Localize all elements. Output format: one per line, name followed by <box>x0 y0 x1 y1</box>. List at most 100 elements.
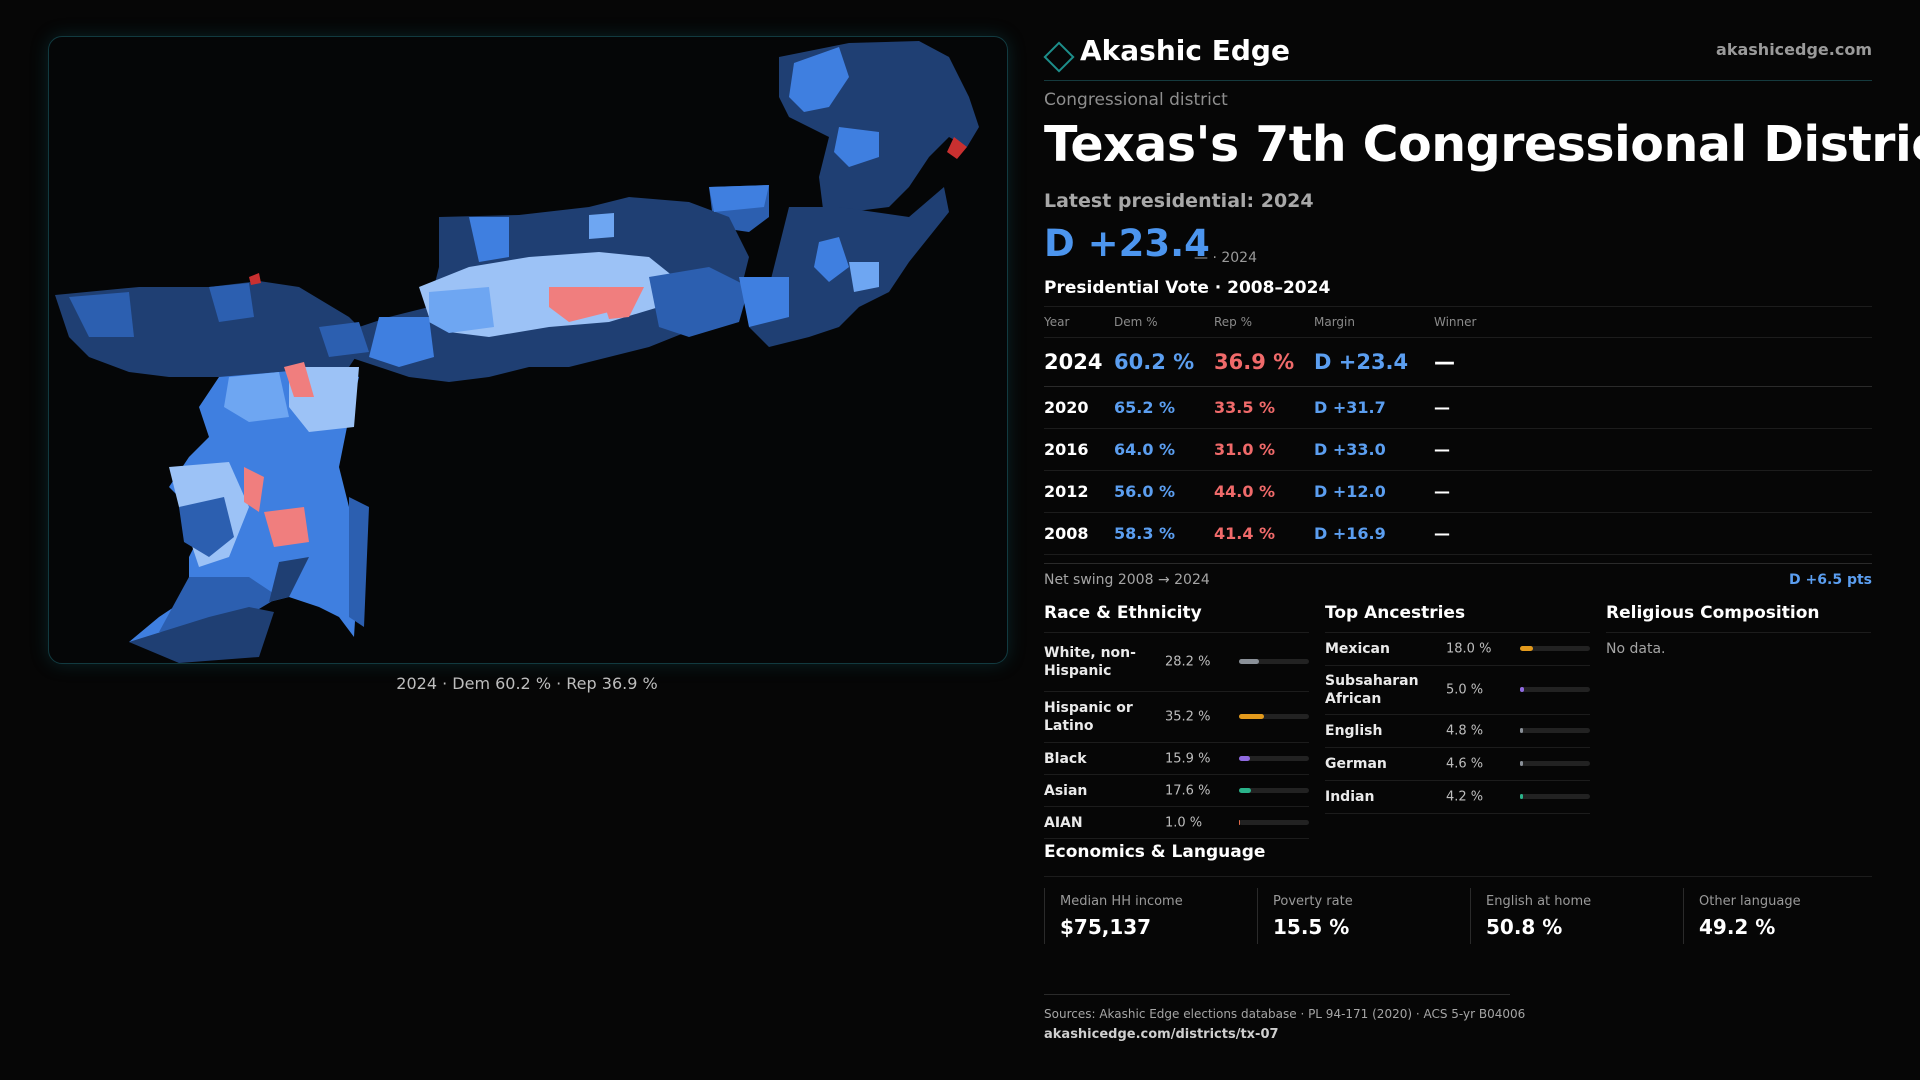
ancestry-pct: 18.0 % <box>1446 641 1492 657</box>
page-kicker: Congressional district <box>1044 90 1228 110</box>
religious-composition-section: Religious Composition No data. <box>1606 600 1871 657</box>
precinct[interactable] <box>947 137 967 159</box>
cell-rep: 36.9 % <box>1214 350 1295 374</box>
top-ancestries-section: Top Ancestries Mexican 18.0 % Subsaharan… <box>1325 600 1590 814</box>
precinct[interactable] <box>849 262 879 292</box>
ancestry-bar <box>1520 794 1590 799</box>
ancestry-bar <box>1520 687 1590 692</box>
race-bar <box>1239 819 1309 825</box>
table-row: 2012 56.0 % 44.0 % D +12.0 — <box>1044 471 1872 513</box>
precinct[interactable] <box>369 317 434 367</box>
net-swing-label: Net swing 2008 → 2024 <box>1044 572 1210 588</box>
economics-stats: Median HH income $75,137 Poverty rate 15… <box>1044 888 1872 944</box>
precinct[interactable] <box>224 372 289 422</box>
latest-margin: D +23.4 <box>1044 222 1210 265</box>
precinct[interactable] <box>709 185 769 212</box>
section-title: Race & Ethnicity <box>1044 600 1309 633</box>
cell-rep: 44.0 % <box>1214 482 1276 501</box>
race-bar-fill <box>1239 819 1241 825</box>
ancestry-bar <box>1520 646 1590 651</box>
precinct[interactable] <box>159 577 279 637</box>
precinct[interactable] <box>129 607 274 663</box>
precinct[interactable] <box>469 217 509 262</box>
precinct[interactable] <box>789 47 849 112</box>
precinct[interactable] <box>549 287 609 322</box>
precinct[interactable] <box>244 467 264 512</box>
stat-card: English at home 50.8 % <box>1470 888 1661 944</box>
precinct[interactable] <box>319 322 369 357</box>
race-pct: 1.0 % <box>1165 815 1203 830</box>
cell-rep: 33.5 % <box>1214 398 1276 417</box>
cell-dem: 58.3 % <box>1114 524 1176 543</box>
list-item: German 4.6 % <box>1325 748 1590 781</box>
column-header-winner: Winner <box>1434 315 1477 329</box>
map-caption: 2024 · Dem 60.2 % · Rep 36.9 % <box>396 674 658 693</box>
race-label: Black <box>1044 750 1087 767</box>
precinct[interactable] <box>599 287 644 319</box>
cell-rep: 41.4 % <box>1214 524 1276 543</box>
ancestry-pct: 5.0 % <box>1446 682 1484 698</box>
ancestry-bar <box>1520 728 1590 733</box>
brand-url-link[interactable]: akashicedge.com <box>1716 40 1872 59</box>
cell-margin: D +12.0 <box>1314 482 1386 501</box>
race-pct: 35.2 % <box>1165 709 1211 725</box>
no-data-message: No data. <box>1606 641 1666 657</box>
precinct[interactable] <box>349 497 369 627</box>
precinct[interactable] <box>209 283 254 322</box>
race-pct: 15.9 % <box>1165 751 1211 766</box>
ancestry-bar-fill <box>1520 794 1523 799</box>
precinct[interactable] <box>69 292 134 337</box>
brand-header: Akashic Edge akashicedge.com <box>1043 34 1872 81</box>
race-label: AIAN <box>1044 814 1083 831</box>
cell-margin: D +31.7 <box>1314 398 1386 417</box>
stat-label: English at home <box>1486 894 1592 909</box>
precinct[interactable] <box>429 287 494 333</box>
table-row: 2008 58.3 % 41.4 % D +16.9 — <box>1044 513 1872 555</box>
race-bar <box>1239 714 1309 719</box>
cell-year: 2024 <box>1044 350 1103 374</box>
stat-card: Median HH income $75,137 <box>1044 888 1235 944</box>
ancestry-pct: 4.8 % <box>1446 723 1484 739</box>
stat-card: Other language 49.2 % <box>1683 888 1874 944</box>
ancestry-bar <box>1520 761 1590 766</box>
cell-year: 2012 <box>1044 482 1089 501</box>
precinct[interactable] <box>55 281 369 382</box>
race-label: Hispanic or Latino <box>1044 700 1133 734</box>
column-header-dem: Dem % <box>1114 315 1158 329</box>
brand-name: Akashic Edge <box>1080 34 1290 67</box>
list-item: Asian 17.6 % <box>1044 775 1309 807</box>
stat-label: Poverty rate <box>1273 894 1353 909</box>
cell-winner: — <box>1434 398 1450 417</box>
net-swing-value: D +6.5 pts <box>1789 572 1872 588</box>
precinct[interactable] <box>814 237 849 282</box>
cell-margin: D +33.0 <box>1314 440 1386 459</box>
stat-value: 50.8 % <box>1486 915 1563 939</box>
precinct[interactable] <box>264 507 309 547</box>
precinct[interactable] <box>589 213 614 239</box>
race-pct: 17.6 % <box>1165 783 1211 798</box>
district-map[interactable] <box>48 36 1008 664</box>
precinct[interactable] <box>249 273 261 285</box>
race-pct: 28.2 % <box>1165 654 1211 670</box>
precinct-map-svg <box>55 41 979 663</box>
precinct[interactable] <box>649 267 749 337</box>
precinct[interactable] <box>739 277 789 327</box>
ancestry-label: English <box>1325 723 1383 739</box>
cell-rep: 31.0 % <box>1214 440 1276 459</box>
ancestry-bar-fill <box>1520 761 1524 766</box>
precinct[interactable] <box>834 127 879 167</box>
cell-year: 2008 <box>1044 524 1089 543</box>
ancestry-label: German <box>1325 756 1387 772</box>
precinct[interactable] <box>269 557 309 602</box>
district-permalink[interactable]: akashicedge.com/districts/tx-07 <box>1044 1027 1279 1042</box>
race-label: Asian <box>1044 782 1088 799</box>
stat-value: $75,137 <box>1060 915 1152 939</box>
ancestry-label: Subsaharan African <box>1325 673 1419 707</box>
precinct[interactable] <box>179 497 234 557</box>
list-item: White, non-Hispanic 28.2 % <box>1044 633 1309 692</box>
page-title: Texas's 7th Congressional District <box>1044 116 1920 173</box>
race-bar <box>1239 659 1309 664</box>
list-item: English 4.8 % <box>1325 715 1590 748</box>
section-title: Top Ancestries <box>1325 600 1590 633</box>
precinct[interactable] <box>284 362 314 397</box>
